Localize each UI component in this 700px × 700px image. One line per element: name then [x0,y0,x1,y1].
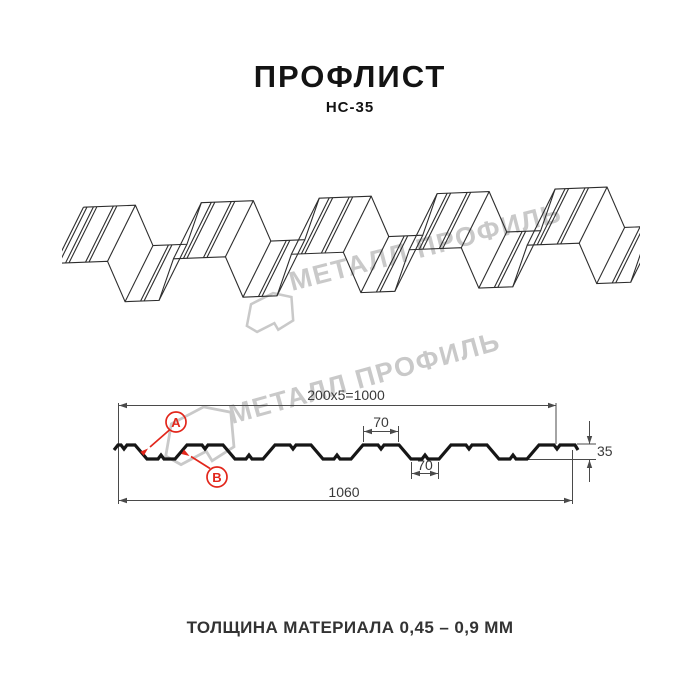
dim-top-total: 200x5=1000 [307,387,385,403]
dim-overall-width: 1060 [328,484,359,500]
watermark-text-lower: МЕТАЛЛ ПРОФИЛЬ [226,326,504,430]
cross-section-view [112,402,596,504]
dim-crest-width: 70 [373,414,389,430]
sheet-3d-view [62,178,640,303]
callout-a [140,411,187,456]
dim-profile-height: 35 [597,443,613,459]
dim-valley-width: 70 [417,457,433,473]
profile-model: НС-35 [325,99,375,116]
callout-b [181,449,228,488]
callout-b-circle [206,466,228,488]
callout-a-letter: A [171,415,181,430]
callout-a-circle [165,411,187,433]
callout-b-letter: B [212,470,221,485]
page-title: ПРОФЛИСТ [253,59,447,94]
thickness-note: ТОЛЩИНА МАТЕРИАЛА 0,45 – 0,9 ММ [186,618,514,637]
